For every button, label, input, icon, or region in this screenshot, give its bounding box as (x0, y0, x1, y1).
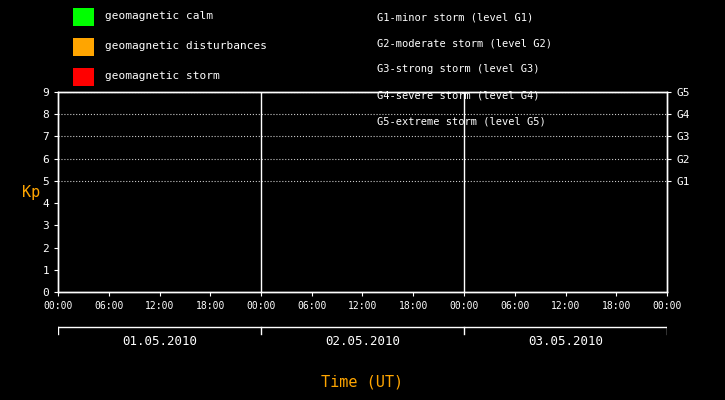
Text: G2-moderate storm (level G2): G2-moderate storm (level G2) (377, 38, 552, 48)
Text: geomagnetic disturbances: geomagnetic disturbances (105, 41, 267, 51)
Text: 02.05.2010: 02.05.2010 (325, 335, 400, 348)
Y-axis label: Kp: Kp (22, 184, 40, 200)
Text: Time (UT): Time (UT) (321, 374, 404, 390)
Text: 01.05.2010: 01.05.2010 (122, 335, 197, 348)
Text: G1-minor storm (level G1): G1-minor storm (level G1) (377, 12, 534, 22)
Text: G5-extreme storm (level G5): G5-extreme storm (level G5) (377, 116, 546, 126)
Text: G3-strong storm (level G3): G3-strong storm (level G3) (377, 64, 539, 74)
Text: 03.05.2010: 03.05.2010 (528, 335, 603, 348)
Text: geomagnetic storm: geomagnetic storm (105, 71, 220, 81)
Text: G4-severe storm (level G4): G4-severe storm (level G4) (377, 90, 539, 100)
Text: geomagnetic calm: geomagnetic calm (105, 11, 213, 21)
